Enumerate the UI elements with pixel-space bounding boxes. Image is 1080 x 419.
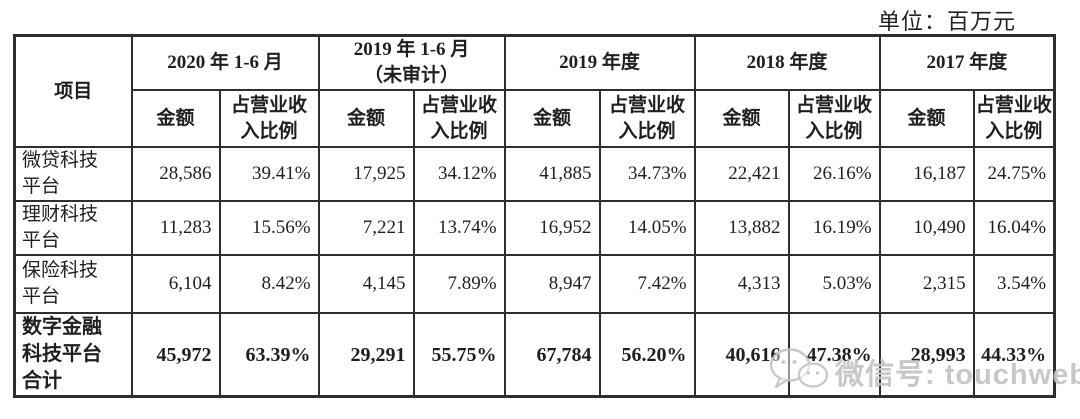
amount-cell: 16,187	[878, 146, 975, 202]
ratio-cell: 34.73%	[598, 146, 696, 202]
ratio-cell: 39.41%	[218, 146, 320, 202]
amount-cell: 7,221	[317, 200, 415, 256]
subheader-ratio: 占营业收 入比例	[787, 89, 881, 148]
table-row-wealth: 理财科技 平台 11,283 15.56% 7,221 13.74% 16,95…	[13, 200, 1056, 256]
subheader-ratio: 占营业收 入比例	[218, 89, 320, 148]
subheader-ratio: 占营业收 入比例	[972, 89, 1056, 148]
amount-cell: 22,421	[693, 146, 790, 202]
subheader-amount: 金额	[503, 89, 601, 148]
subheader-amount: 金额	[317, 89, 415, 148]
amount-cell: 45,972	[130, 312, 221, 398]
row-label: 数字金融 科技平台 合计	[13, 312, 133, 398]
col-group-2019h1-unaudited: 2019 年 1-6 月 （未审计）	[317, 34, 506, 91]
amount-cell: 67,784	[503, 312, 601, 398]
amount-cell: 10,490	[878, 200, 975, 256]
subheader-amount: 金额	[878, 89, 975, 148]
ratio-cell: 47.38%	[787, 312, 881, 398]
ratio-cell: 16.04%	[972, 200, 1056, 256]
row-label: 保险科技 平台	[13, 254, 133, 314]
corner-header-item: 项目	[13, 34, 133, 148]
ratio-cell: 5.03%	[787, 254, 881, 314]
subheader-amount: 金额	[130, 89, 221, 148]
amount-cell: 28,993	[878, 312, 975, 398]
unit-label: 单位：百万元	[878, 9, 1017, 34]
subheader-ratio: 占营业收 入比例	[412, 89, 506, 148]
ratio-cell: 26.16%	[787, 146, 881, 202]
amount-cell: 40,616	[693, 312, 790, 398]
ratio-cell: 55.75%	[412, 312, 506, 398]
amount-cell: 8,947	[503, 254, 601, 314]
ratio-cell: 7.89%	[412, 254, 506, 314]
ratio-cell: 14.05%	[598, 200, 696, 256]
col-group-2020h1: 2020 年 1-6 月	[130, 34, 320, 91]
amount-cell: 11,283	[130, 200, 221, 256]
ratio-cell: 7.42%	[598, 254, 696, 314]
amount-cell: 41,885	[503, 146, 601, 202]
amount-cell: 16,952	[503, 200, 601, 256]
amount-cell: 4,145	[317, 254, 415, 314]
ratio-cell: 3.54%	[972, 254, 1056, 314]
subheader-amount: 金额	[693, 89, 790, 148]
ratio-cell: 63.39%	[218, 312, 320, 398]
ratio-cell: 13.74%	[412, 200, 506, 256]
row-label: 微贷科技 平台	[13, 146, 133, 202]
ratio-cell: 8.42%	[218, 254, 320, 314]
amount-cell: 17,925	[317, 146, 415, 202]
col-group-2019: 2019 年度	[503, 34, 696, 91]
table-row-insurance: 保险科技 平台 6,104 8.42% 4,145 7.89% 8,947 7.…	[13, 254, 1056, 314]
ratio-cell: 56.20%	[598, 312, 696, 398]
amount-cell: 28,586	[130, 146, 221, 202]
table-row-total: 数字金融 科技平台 合计 45,972 63.39% 29,291 55.75%…	[13, 312, 1056, 398]
col-group-2017: 2017 年度	[878, 34, 1056, 91]
amount-cell: 2,315	[878, 254, 975, 314]
amount-cell: 29,291	[317, 312, 415, 398]
ratio-cell: 44.33%	[972, 312, 1056, 398]
amount-cell: 13,882	[693, 200, 790, 256]
ratio-cell: 15.56%	[218, 200, 320, 256]
row-label: 理财科技 平台	[13, 200, 133, 256]
ratio-cell: 34.12%	[412, 146, 506, 202]
amount-cell: 6,104	[130, 254, 221, 314]
amount-cell: 4,313	[693, 254, 790, 314]
ratio-cell: 16.19%	[787, 200, 881, 256]
ratio-cell: 24.75%	[972, 146, 1056, 202]
col-group-2018: 2018 年度	[693, 34, 881, 91]
subheader-ratio: 占营业收 入比例	[598, 89, 696, 148]
revenue-breakdown-table: 项目 2020 年 1-6 月 2019 年 1-6 月 （未审计） 2019 …	[13, 34, 1057, 398]
table-row-microloan: 微贷科技 平台 28,586 39.41% 17,925 34.12% 41,8…	[13, 146, 1056, 202]
